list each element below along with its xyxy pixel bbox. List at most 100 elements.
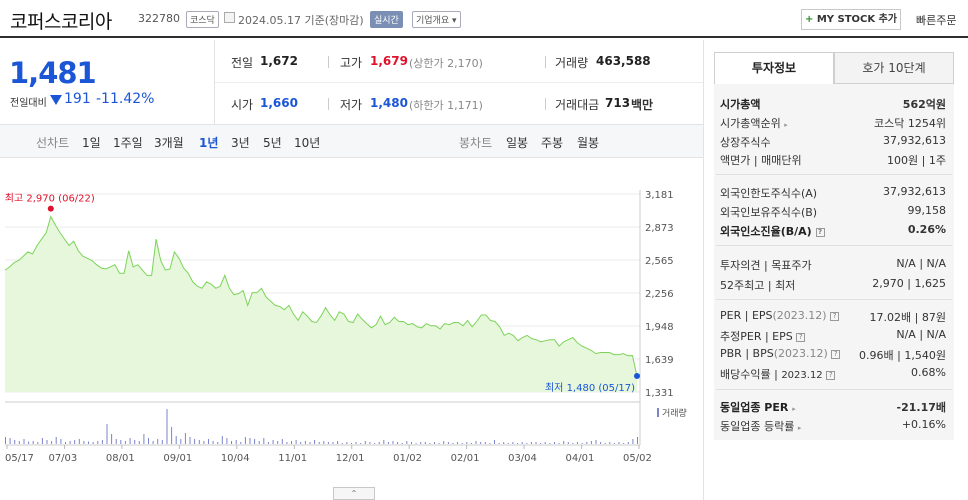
volume-bar bbox=[92, 442, 94, 444]
volume-value: 463,588 bbox=[596, 54, 651, 68]
current-price: 1,481 bbox=[9, 56, 97, 90]
period-5y[interactable]: 5년 bbox=[263, 136, 282, 150]
market-cap-rank-label[interactable]: 시가총액순위 ▸ bbox=[720, 115, 788, 131]
period-1d[interactable]: 1일 bbox=[82, 136, 101, 150]
bps-num: 1,540원 bbox=[904, 349, 946, 362]
volume-bar bbox=[189, 437, 191, 444]
volume-bar bbox=[240, 442, 242, 444]
x-tick-label: 11/01 bbox=[278, 453, 307, 464]
company-overview-button[interactable]: 기업개요 ▾ bbox=[412, 11, 461, 28]
sector-per-value: -21.17배 bbox=[896, 401, 946, 414]
period-1y[interactable]: 1년 bbox=[199, 136, 219, 150]
volume-bar bbox=[627, 442, 629, 444]
volume-bar bbox=[235, 440, 237, 444]
trade-unit-text: 매매단위 bbox=[761, 154, 802, 167]
market-cap-label: 시가총액 bbox=[720, 98, 761, 111]
volume-bar bbox=[115, 439, 117, 444]
sector-per-text: 동일업종 PER bbox=[720, 401, 789, 414]
candle-weekly[interactable]: 주봉 bbox=[541, 136, 564, 150]
period-10y[interactable]: 10년 bbox=[294, 136, 321, 150]
volume-bar bbox=[249, 438, 251, 444]
help-icon[interactable]: ? bbox=[796, 332, 806, 342]
volume-bar bbox=[124, 441, 126, 444]
week52-value: 2,970 | 1,625 bbox=[872, 277, 946, 290]
volume-legend-swatch bbox=[657, 408, 659, 417]
volume-bar bbox=[166, 409, 168, 444]
divider bbox=[328, 56, 329, 68]
period-3y[interactable]: 3년 bbox=[231, 136, 250, 150]
est-eps-num: N/A bbox=[926, 328, 946, 341]
volume-bar bbox=[152, 441, 154, 444]
volume-bar bbox=[387, 442, 389, 444]
volume-bar bbox=[447, 442, 449, 444]
period-3m[interactable]: 3개월 bbox=[154, 136, 184, 150]
add-mystock-button[interactable]: + MY STOCK 추가 bbox=[801, 9, 901, 30]
est-per-num: N/A bbox=[896, 328, 916, 341]
candle-monthly[interactable]: 월봉 bbox=[577, 136, 600, 150]
per-text: PER bbox=[720, 309, 742, 322]
upper-limit: (상한가 2,170) bbox=[409, 57, 483, 70]
volume-bar bbox=[466, 442, 468, 444]
est-per-value: N/A | N/A bbox=[896, 328, 946, 341]
volume-bar bbox=[184, 433, 186, 444]
volume-bar bbox=[572, 443, 574, 444]
open-value: 1,660 bbox=[260, 96, 298, 110]
prev-close-label: 전일 bbox=[231, 56, 254, 70]
x-tick-label: 08/01 bbox=[106, 453, 135, 464]
volume-bar bbox=[415, 443, 417, 444]
est-per-label: 추정PER | EPS ? bbox=[720, 328, 806, 344]
volume-bar bbox=[194, 439, 196, 444]
volume-bar bbox=[318, 442, 320, 444]
x-tick-label: 10/04 bbox=[221, 453, 250, 464]
market-cap-value: 562억원 bbox=[902, 98, 946, 111]
volume-bar bbox=[521, 442, 523, 444]
stock-header bbox=[0, 0, 968, 38]
volume-bar bbox=[503, 442, 505, 444]
price-line bbox=[4, 215, 638, 377]
add-mystock-label: MY STOCK 추가 bbox=[816, 14, 898, 25]
volume-bar bbox=[632, 439, 634, 444]
volume-bar bbox=[203, 441, 205, 444]
tab-invest-info[interactable]: 투자정보 bbox=[714, 52, 834, 84]
volume-bar bbox=[208, 439, 209, 444]
x-tick-label: 03/04 bbox=[508, 453, 537, 464]
market-cap-rank-value: 코스닥 1254위 bbox=[874, 117, 946, 130]
tab-hoga-10[interactable]: 호가 10단계 bbox=[834, 52, 954, 84]
volume-bar bbox=[175, 436, 177, 444]
help-icon[interactable]: ? bbox=[815, 227, 825, 237]
x-tick-label: 07/03 bbox=[48, 453, 77, 464]
period-1w[interactable]: 1주일 bbox=[113, 136, 143, 150]
volume-bar bbox=[374, 443, 376, 444]
chart-period-bar bbox=[0, 124, 703, 158]
candle-daily[interactable]: 일봉 bbox=[506, 136, 529, 150]
volume-bar bbox=[138, 441, 140, 444]
quote-row-divider bbox=[215, 82, 703, 83]
chart-collapse-button[interactable]: ⌃ bbox=[333, 487, 375, 500]
opinion-num: N/A bbox=[896, 257, 916, 270]
volume-bar bbox=[332, 442, 334, 444]
volume-bar bbox=[304, 441, 306, 444]
par-value-text: 액면가 bbox=[720, 154, 751, 167]
help-icon[interactable]: ? bbox=[826, 370, 836, 380]
min-marker bbox=[634, 372, 640, 379]
volume-bar bbox=[434, 442, 435, 444]
sector-per-label[interactable]: 동일업종 PER ▸ bbox=[720, 399, 796, 415]
divider bbox=[545, 98, 546, 110]
volume-bar bbox=[567, 442, 569, 444]
base-date: 2024.05.17 기준(장마감) bbox=[238, 14, 364, 27]
volume-bar bbox=[549, 443, 551, 444]
pbr-bps-value: 0.96배 | 1,540원 bbox=[859, 349, 946, 362]
help-icon[interactable]: ? bbox=[830, 311, 840, 321]
candle-chart-label: 봉차트 bbox=[459, 136, 493, 150]
y-tick-label: 3,181 bbox=[645, 190, 674, 201]
price-chart[interactable]: 3,181 2,873 2,565 2,256 1,948 1,639 1,331 최고 2… bbox=[0, 159, 703, 500]
volume-bar bbox=[392, 441, 394, 444]
volume-bar bbox=[111, 434, 113, 444]
week52-high-num: 2,970 bbox=[872, 277, 904, 290]
market-cap-rank-text: 시가총액순위 bbox=[720, 117, 781, 130]
sector-change-label[interactable]: 동일업종 등락률 ▸ bbox=[720, 418, 801, 434]
quick-order-button[interactable]: 빠른주문 bbox=[916, 14, 957, 27]
help-icon[interactable]: ? bbox=[831, 349, 841, 359]
realtime-button[interactable]: 실시간 bbox=[370, 11, 403, 28]
volume-bar bbox=[323, 441, 325, 444]
